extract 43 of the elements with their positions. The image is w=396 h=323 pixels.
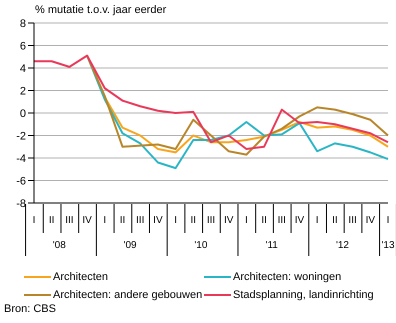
x-tick-label: II [332,215,338,226]
x-tick-label: III [278,215,286,226]
x-tick-label: IV [366,215,376,226]
x-tick-label: IV [294,215,305,226]
y-tick-label: -4 [16,152,26,165]
y-tick-label: -2 [16,130,26,142]
y-tick-label: 6 [20,40,26,52]
y-tick-label: 0 [20,108,26,120]
line-series [33,54,389,150]
x-tick-label: I [174,215,177,226]
x-tick-label: IV [224,215,234,226]
legend-label: Architecten [53,271,108,283]
x-tick-label: II [120,215,126,226]
x-tick-label: I [245,215,248,226]
x-tick-label: I [316,215,319,226]
text: '09 [124,240,138,251]
legend-label: Architecten: andere gebouwen [53,289,202,301]
y-tick-label: 8 [20,18,26,30]
legend-label: Stadsplanning, landinrichting [233,289,374,301]
x-tick-label: IV [153,215,163,226]
x-tick-label: IV [82,215,92,226]
y-tick-label: -8 [16,198,26,210]
x-tick-label: I [386,215,390,226]
x-tick-label: I [103,215,106,226]
legend-label: Architecten: woningen [233,271,342,283]
text: '13 [381,240,395,251]
x-tick-label: II [261,215,267,226]
x-tick-label: III [65,215,74,226]
text: '08 [52,240,66,251]
y-axis-title: % mutatie t.o.v. jaar eerder [35,4,166,16]
y-tick-label: 4 [20,62,26,75]
x-tick-label: II [48,215,54,226]
text: Bron: CBS [4,303,56,315]
y-tick-label: -6 [16,175,26,188]
x-tick-label: II [190,215,196,226]
text: '11 [266,240,278,251]
text: '10 [194,240,208,251]
x-tick-label: III [206,215,216,226]
x-tick-label: III [136,215,144,226]
x-tick-label: I [32,215,36,226]
x-tick-label: III [348,215,357,226]
y-tick-label: 2 [20,85,26,98]
text: '12 [336,240,350,251]
